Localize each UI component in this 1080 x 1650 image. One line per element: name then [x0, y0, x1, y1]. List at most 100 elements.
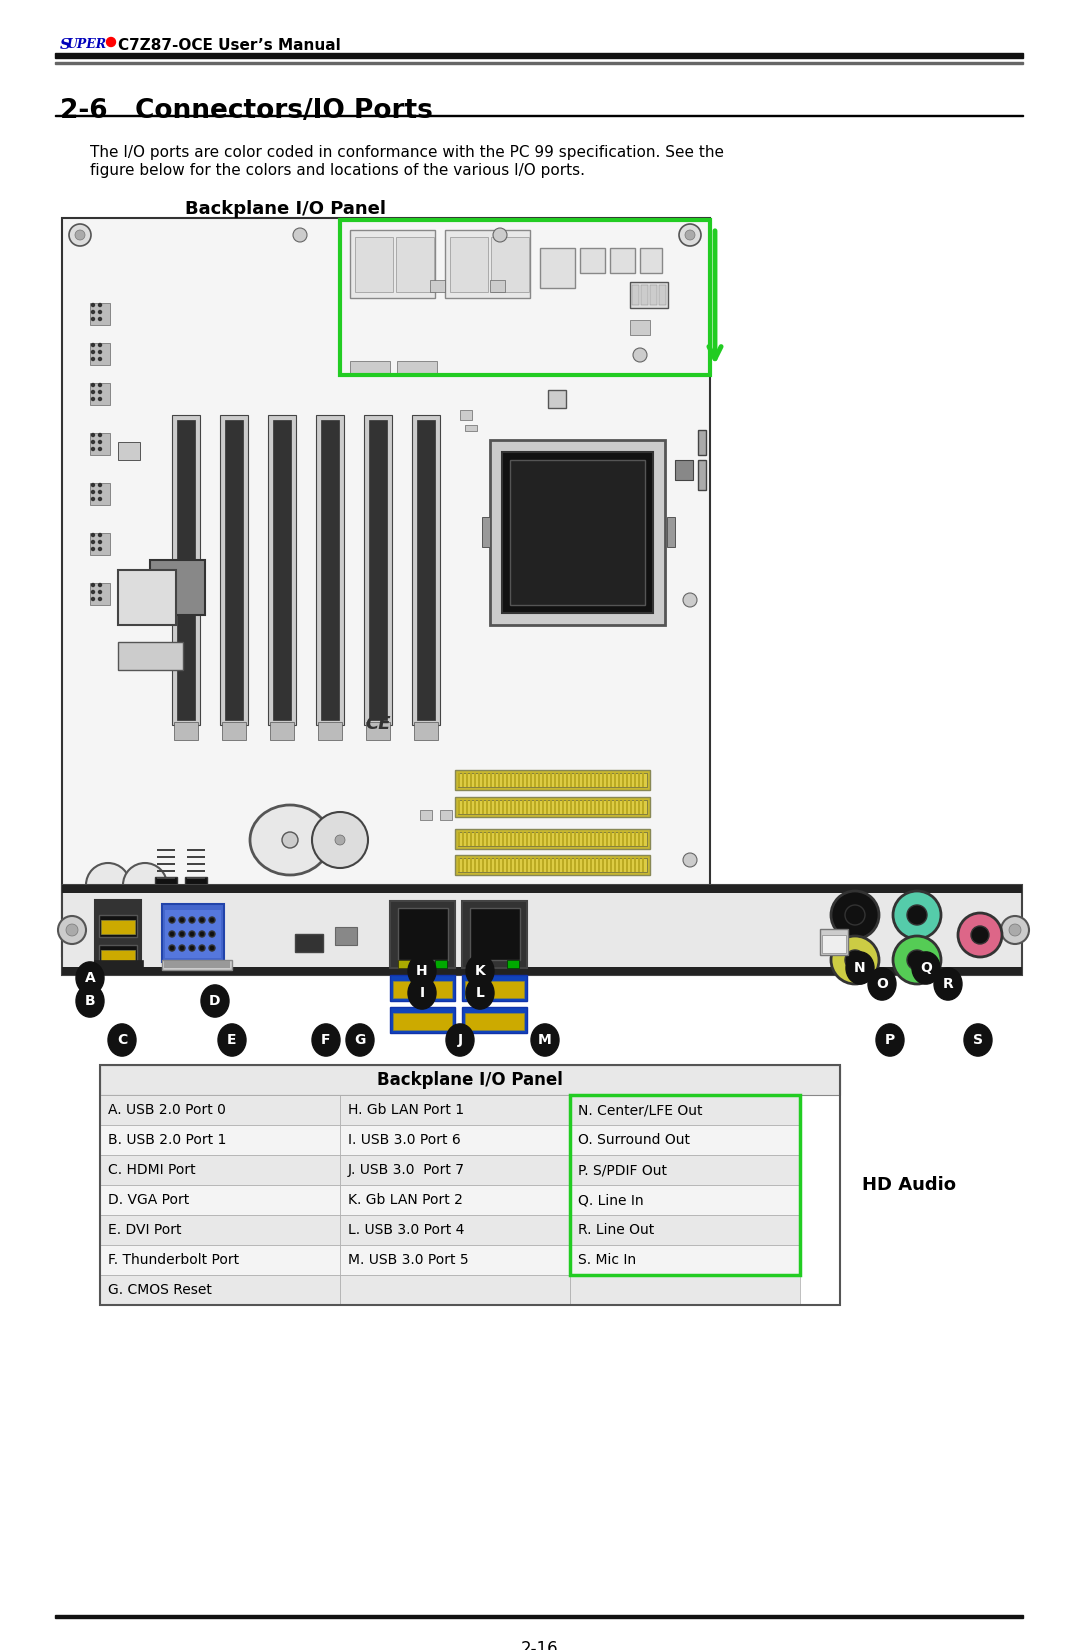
Bar	[573, 800, 576, 813]
Bar	[510, 800, 512, 813]
Text: O: O	[876, 977, 888, 992]
Bar	[615, 772, 616, 787]
Bar	[95, 960, 143, 970]
Bar	[316, 416, 345, 724]
Bar	[550, 858, 552, 871]
Circle shape	[282, 832, 298, 848]
Bar	[481, 926, 497, 936]
Bar	[638, 858, 640, 871]
Bar	[219, 904, 224, 922]
Text: N: N	[854, 960, 866, 975]
Text: I: I	[419, 987, 424, 1000]
Ellipse shape	[218, 1025, 246, 1056]
Bar	[211, 904, 216, 922]
Bar	[602, 858, 604, 871]
Bar	[606, 800, 608, 813]
Bar	[260, 917, 320, 940]
Bar	[465, 1013, 524, 1030]
Ellipse shape	[446, 1025, 474, 1056]
Text: H. Gb LAN Port 1: H. Gb LAN Port 1	[348, 1102, 464, 1117]
Bar	[602, 800, 604, 813]
Text: C: C	[117, 1033, 127, 1048]
Text: Q: Q	[920, 960, 932, 975]
Circle shape	[679, 224, 701, 246]
Circle shape	[179, 931, 185, 937]
Bar	[598, 772, 600, 787]
Bar	[618, 772, 620, 787]
Bar	[667, 516, 675, 548]
Bar	[543, 922, 563, 937]
Text: A: A	[84, 970, 95, 985]
Bar	[465, 858, 468, 871]
Text: CE: CE	[365, 714, 391, 733]
Bar	[594, 772, 596, 787]
Bar	[615, 832, 616, 846]
Circle shape	[683, 853, 697, 866]
Bar	[622, 800, 624, 813]
Bar	[222, 919, 228, 937]
Bar	[540, 248, 575, 289]
Circle shape	[293, 228, 307, 243]
Bar	[399, 908, 448, 960]
Bar	[235, 904, 240, 922]
Bar	[573, 858, 576, 871]
Circle shape	[971, 926, 989, 944]
Circle shape	[907, 904, 927, 926]
Bar	[546, 800, 548, 813]
Ellipse shape	[76, 985, 104, 1016]
Bar	[562, 858, 564, 871]
Circle shape	[98, 533, 102, 536]
Bar	[177, 421, 195, 719]
Bar	[558, 858, 561, 871]
Bar	[350, 361, 390, 376]
Bar	[566, 800, 568, 813]
Bar	[414, 723, 438, 739]
Bar	[534, 858, 536, 871]
Bar	[90, 383, 110, 404]
Bar	[415, 922, 435, 937]
Bar	[558, 772, 561, 787]
Bar	[502, 832, 504, 846]
Bar	[582, 800, 584, 813]
Bar	[530, 832, 532, 846]
Bar	[675, 460, 693, 480]
Bar	[458, 800, 647, 813]
Bar	[447, 922, 467, 937]
Bar	[486, 800, 488, 813]
Circle shape	[364, 906, 366, 909]
Bar	[455, 855, 650, 875]
Ellipse shape	[76, 962, 104, 993]
Bar	[321, 421, 339, 719]
Bar	[100, 1185, 340, 1214]
Circle shape	[685, 229, 696, 239]
Bar	[634, 832, 636, 846]
Bar	[417, 926, 433, 936]
Circle shape	[168, 945, 175, 950]
Text: P. S/PDIF Out: P. S/PDIF Out	[578, 1163, 667, 1176]
Bar	[366, 723, 390, 739]
Bar	[590, 832, 592, 846]
Bar	[458, 858, 460, 871]
Bar	[566, 772, 568, 787]
Bar	[460, 409, 472, 421]
Bar	[362, 911, 380, 922]
Text: B: B	[84, 993, 95, 1008]
Bar	[187, 863, 205, 865]
Bar	[518, 858, 519, 871]
Bar	[455, 828, 650, 850]
Bar	[486, 858, 488, 871]
Bar	[318, 723, 342, 739]
Bar	[526, 772, 528, 787]
Bar	[440, 810, 453, 820]
Bar	[462, 858, 464, 871]
Circle shape	[335, 835, 345, 845]
Circle shape	[92, 548, 95, 551]
Bar	[355, 238, 393, 292]
Bar	[102, 921, 135, 934]
Bar	[118, 642, 183, 670]
Ellipse shape	[408, 955, 436, 987]
Bar	[510, 460, 645, 606]
Circle shape	[189, 917, 195, 922]
Bar	[570, 1214, 800, 1246]
Bar	[143, 919, 148, 937]
